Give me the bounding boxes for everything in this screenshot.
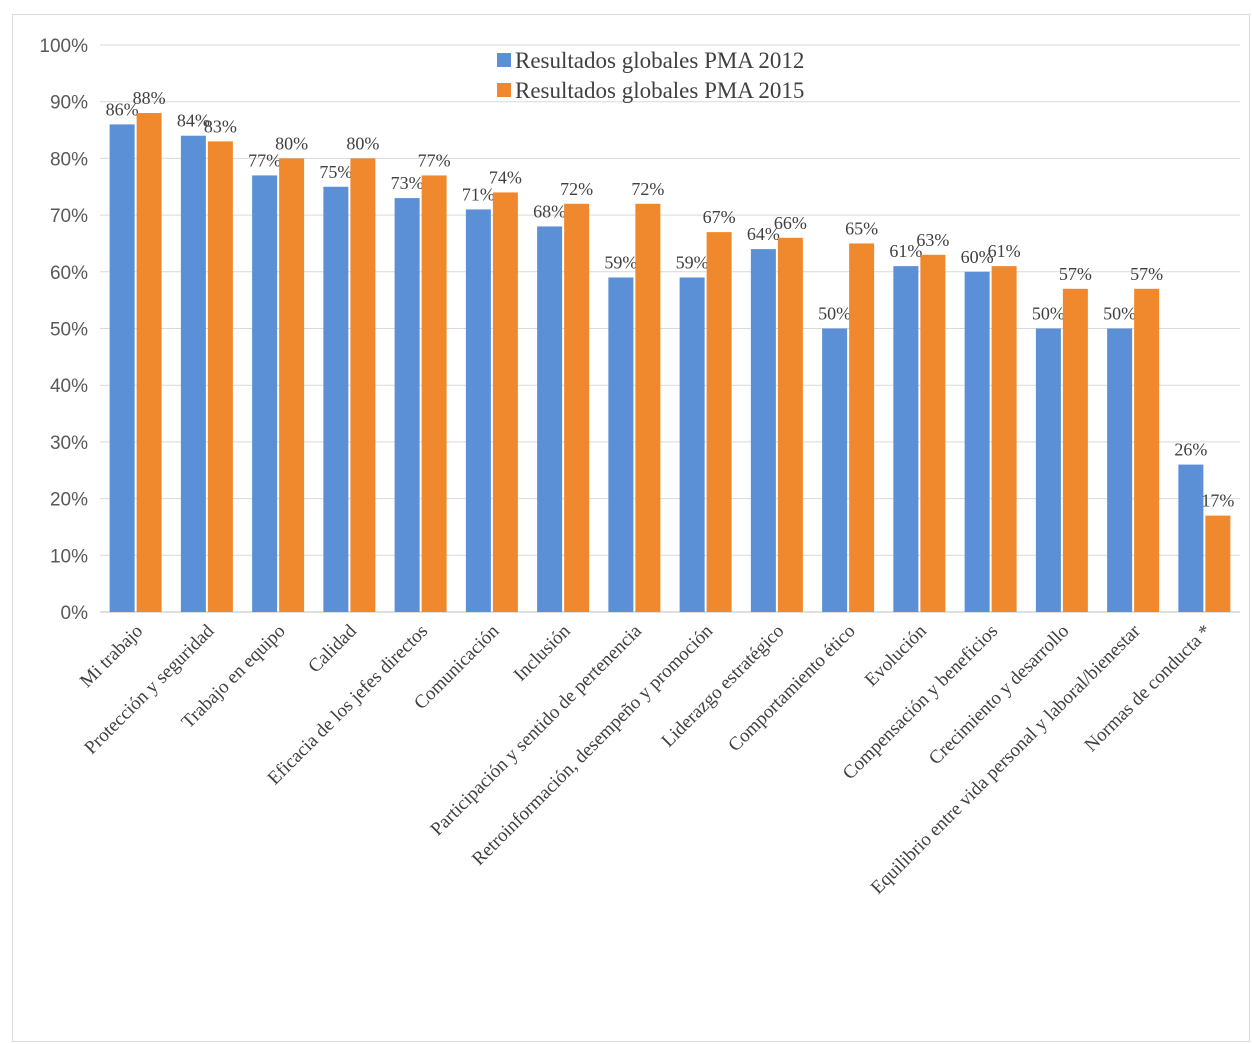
category-label: Equilibrio entre vida personal y laboral…	[867, 620, 1145, 898]
data-label: 77%	[418, 150, 451, 170]
category-label: Normas de conducta *	[1081, 621, 1216, 756]
category-label: Crecimiento y desarrollo	[925, 621, 1073, 769]
bar-2015	[350, 158, 376, 612]
category-label: Liderazgo estratégico	[658, 621, 789, 752]
legend-swatch	[497, 53, 511, 67]
bar-2015	[279, 158, 305, 612]
data-label: 65%	[845, 218, 878, 238]
bar-2015	[1134, 288, 1160, 612]
data-label: 59%	[604, 252, 637, 272]
data-label: 61%	[988, 241, 1021, 261]
data-label: 83%	[204, 116, 237, 136]
bar-2015	[492, 192, 518, 613]
y-tick-label: 70%	[50, 206, 88, 227]
y-tick-label: 80%	[50, 149, 88, 170]
bar-2012	[394, 198, 420, 612]
bar-2012	[1107, 328, 1133, 612]
category-label: Comportamiento ético	[724, 621, 859, 756]
data-label: 84%	[177, 111, 210, 131]
bar-2012	[323, 186, 349, 612]
data-label: 67%	[703, 207, 736, 227]
y-tick-label: 40%	[50, 376, 88, 397]
bar-2015	[421, 175, 447, 612]
data-label: 88%	[133, 88, 166, 108]
data-label: 60%	[961, 247, 994, 267]
bar-2012	[1178, 464, 1204, 612]
data-label: 57%	[1130, 264, 1163, 284]
category-label: Protección y seguridad	[80, 620, 218, 758]
bar-2015	[849, 243, 875, 612]
data-label: 74%	[489, 167, 522, 187]
data-label: 59%	[676, 252, 709, 272]
bar-2015	[991, 266, 1017, 612]
data-label: 26%	[1174, 440, 1207, 460]
data-label: 86%	[106, 99, 139, 119]
legend-label: Resultados globales PMA 2012	[515, 48, 804, 73]
bar-2012	[608, 277, 634, 612]
bar-2015	[920, 254, 946, 613]
data-label: 61%	[889, 241, 922, 261]
data-label: 72%	[560, 179, 593, 199]
legend-swatch	[497, 83, 511, 97]
data-label: 50%	[818, 304, 851, 324]
data-label: 77%	[248, 150, 281, 170]
y-tick-label: 30%	[50, 433, 88, 454]
data-label: 57%	[1059, 264, 1092, 284]
bar-2012	[109, 124, 135, 612]
bar-2012	[465, 209, 491, 612]
bar-2012	[750, 249, 776, 612]
data-label: 73%	[391, 173, 424, 193]
bar-2015	[1062, 288, 1088, 612]
bar-2012	[822, 328, 848, 612]
y-tick-label: 10%	[50, 546, 88, 567]
y-tick-label: 0%	[61, 603, 89, 624]
bar-2012	[252, 175, 278, 612]
bar-2015	[706, 232, 732, 613]
bar-2012	[679, 277, 705, 612]
category-label: Calidad	[304, 620, 361, 677]
bar-2015	[777, 237, 803, 612]
data-label: 80%	[346, 133, 379, 153]
category-label: Mi trabajo	[76, 621, 147, 692]
bar-2015	[564, 203, 590, 612]
data-label: 68%	[533, 201, 566, 221]
data-label: 66%	[774, 213, 807, 233]
bar-2012	[893, 266, 919, 612]
y-tick-label: 60%	[50, 263, 88, 284]
bar-2012	[1035, 328, 1061, 612]
data-label: 64%	[747, 224, 780, 244]
data-label: 75%	[319, 162, 352, 182]
bar-2015	[635, 203, 661, 612]
data-label: 50%	[1032, 304, 1065, 324]
y-tick-label: 100%	[39, 36, 88, 57]
bar-2012	[964, 271, 990, 612]
bar-2015	[136, 113, 162, 612]
data-label: 17%	[1201, 491, 1234, 511]
y-tick-label: 20%	[50, 490, 88, 511]
data-label: 71%	[462, 184, 495, 204]
y-tick-label: 50%	[50, 320, 88, 341]
y-tick-label: 90%	[50, 93, 88, 114]
bar-2015	[207, 141, 233, 612]
category-label: Evolución	[861, 620, 931, 690]
bar-2012	[537, 226, 563, 612]
category-label: Inclusión	[510, 620, 575, 685]
data-label: 80%	[275, 133, 308, 153]
bar-2015	[1205, 515, 1231, 612]
data-label: 50%	[1103, 304, 1136, 324]
bar-2012	[180, 135, 206, 612]
legend-label: Resultados globales PMA 2015	[515, 78, 804, 103]
data-label: 63%	[916, 230, 949, 250]
data-label: 72%	[631, 179, 664, 199]
